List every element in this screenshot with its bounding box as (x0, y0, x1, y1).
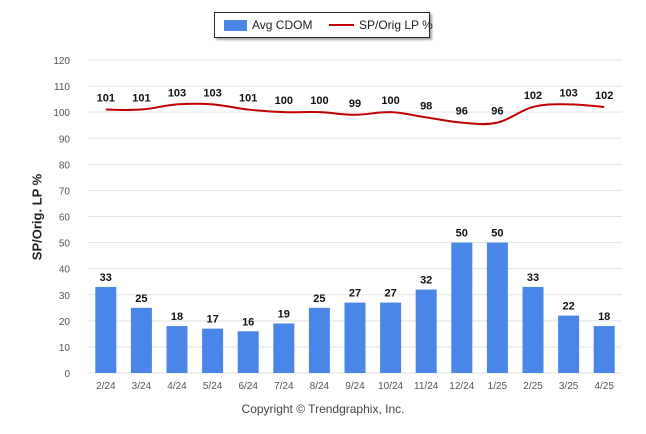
bar-value-label: 22 (562, 301, 574, 313)
bar (166, 326, 188, 373)
line-value-label: 99 (349, 98, 361, 110)
bar-value-label: 25 (135, 293, 147, 305)
x-tick-label: 6/24 (238, 381, 258, 392)
bar (130, 307, 152, 373)
line-value-label: 103 (168, 87, 186, 99)
y-tick-label: 90 (59, 134, 71, 145)
line-value-label: 100 (275, 95, 293, 107)
bar (237, 331, 259, 373)
y-tick-label: 60 (59, 213, 71, 224)
x-tick-label: 12/24 (449, 381, 474, 392)
y-tick-label: 40 (59, 265, 71, 276)
bar (522, 286, 544, 373)
line-path (105, 102, 605, 126)
line-value-label: 98 (420, 100, 432, 112)
x-axis-ticks: 2/24 3/24 4/24 5/24 6/24 7/24 8/24 9/24 10/24 11/… (96, 381, 614, 392)
bar (593, 326, 615, 373)
line-value-label: 102 (595, 90, 613, 102)
x-tick-label: 11/24 (414, 381, 439, 392)
bar-value-label: 33 (527, 272, 539, 284)
line-series (105, 102, 605, 126)
bar-value-label: 27 (349, 288, 361, 300)
bar-value-label: 18 (598, 311, 610, 323)
line-value-label: 101 (97, 93, 115, 105)
bar (415, 289, 437, 373)
bar-value-label: 27 (384, 288, 396, 300)
bar-value-label: 33 (100, 272, 112, 284)
x-tick-label: 10/24 (378, 381, 403, 392)
x-tick-label: 7/24 (274, 381, 294, 392)
x-tick-label: 1/25 (488, 381, 508, 392)
line-data-labels: 101 101 103 103 101 100 100 99 100 98 96 96 102 103 10… (97, 87, 614, 117)
bar (308, 307, 330, 373)
y-tick-label: 110 (54, 82, 70, 93)
copyright-text: Copyright © Trendgraphix, Inc. (241, 402, 405, 416)
bar-value-label: 25 (313, 293, 325, 305)
bar-value-label: 32 (420, 275, 432, 287)
bar (202, 328, 224, 373)
bar (451, 242, 473, 373)
y-tick-label: 30 (59, 291, 71, 302)
bar-data-labels: 33 25 18 17 16 19 25 27 27 32 50 50 33 22 18 (100, 228, 611, 329)
x-tick-label: 4/25 (594, 381, 614, 392)
bar-value-label: 50 (456, 228, 468, 240)
bar-series (95, 242, 615, 373)
y-axis-ticks: 0 10 20 30 40 50 60 70 80 90 100 110 120 (53, 56, 70, 380)
bar (273, 323, 295, 373)
legend-bar-label: Avg CDOM (252, 18, 313, 32)
line-value-label: 100 (381, 95, 399, 107)
x-tick-label: 8/24 (310, 381, 330, 392)
x-tick-label: 5/24 (203, 381, 223, 392)
bar-value-label: 19 (278, 308, 290, 320)
legend-line-swatch (329, 24, 354, 26)
bar (486, 242, 508, 373)
y-tick-label: 100 (53, 108, 70, 119)
y-axis-label: SP/Orig. LP % (29, 173, 45, 261)
line-value-label: 103 (559, 87, 577, 99)
x-tick-label: 9/24 (345, 381, 365, 392)
bar (380, 302, 402, 373)
bar (95, 286, 117, 373)
line-value-label: 102 (524, 90, 542, 102)
x-tick-label: 3/24 (132, 381, 152, 392)
y-tick-label: 70 (59, 186, 71, 197)
y-tick-label: 0 (64, 369, 70, 380)
x-tick-label: 2/25 (523, 381, 543, 392)
x-tick-label: 4/24 (167, 381, 187, 392)
line-value-label: 103 (203, 87, 221, 99)
bar-value-label: 17 (206, 314, 218, 326)
bar (344, 302, 366, 373)
y-tick-label: 20 (59, 317, 71, 328)
y-tick-label: 80 (59, 160, 71, 171)
x-tick-label: 3/25 (559, 381, 579, 392)
legend-bar-swatch (224, 20, 247, 31)
y-tick-label: 120 (53, 56, 70, 67)
bar-value-label: 50 (491, 228, 503, 240)
y-tick-label: 10 (59, 343, 71, 354)
line-value-label: 101 (239, 93, 257, 105)
line-value-label: 96 (491, 106, 503, 118)
line-value-label: 100 (310, 95, 328, 107)
bar-value-label: 18 (171, 311, 183, 323)
bar (558, 315, 580, 373)
line-value-label: 96 (456, 106, 468, 118)
y-tick-label: 50 (59, 239, 71, 250)
bar-value-label: 16 (242, 316, 254, 328)
line-value-label: 101 (132, 93, 150, 105)
grid-lines (88, 59, 622, 374)
legend-line-label: SP/Orig LP % (359, 18, 433, 32)
legend: Avg CDOM SP/Orig LP % (214, 12, 433, 38)
x-tick-label: 2/24 (96, 381, 116, 392)
